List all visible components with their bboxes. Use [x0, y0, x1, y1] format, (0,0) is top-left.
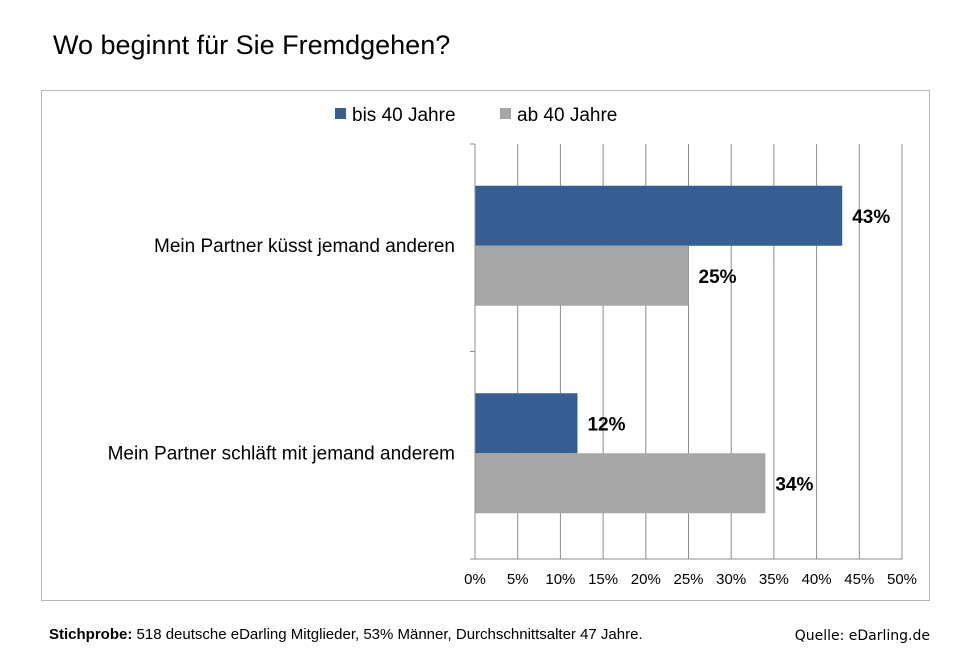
- x-tick-label: 25%: [673, 571, 703, 588]
- chart-frame: bis 40 Jahre ab 40 Jahre 0% 5% 10% 15% 20% 25%…: [41, 90, 930, 601]
- x-tick-label: 10%: [545, 571, 575, 588]
- data-label: 34%: [775, 474, 813, 495]
- x-tick-label: 15%: [588, 571, 618, 588]
- sample-note-text: 518 deutsche eDarling Mitglieder, 53% Mä…: [136, 626, 643, 643]
- source-credit: Quelle: eDarling.de: [794, 628, 930, 644]
- x-tick-label: 40%: [802, 571, 832, 588]
- x-tick-label: 5%: [507, 571, 529, 588]
- legend-label-2: ab 40 Jahre: [517, 105, 617, 126]
- bar-chart: bis 40 Jahre ab 40 Jahre 0% 5% 10% 15% 20% 25%…: [108, 105, 917, 588]
- legend-swatch-2: [500, 108, 511, 119]
- x-tick-label: 20%: [631, 571, 661, 588]
- chart-labels: 43% 25% Mein Partner küsst jemand anderen 1…: [108, 207, 891, 496]
- legend-label-1: bis 40 Jahre: [352, 105, 456, 126]
- x-tick-label: 0%: [464, 571, 486, 588]
- category-label: Mein Partner küsst jemand anderen: [154, 236, 455, 257]
- chart-axis: 0% 5% 10% 15% 20% 25% 30% 35% 40% 45% 50%: [464, 143, 917, 588]
- legend-swatch-1: [335, 108, 346, 119]
- bar-1-2: [475, 245, 689, 306]
- bar-2-2: [475, 453, 766, 514]
- x-tick-label: 45%: [844, 571, 874, 588]
- data-label: 43%: [852, 207, 890, 228]
- page-title: Wo beginnt für Sie Fremdgehen?: [53, 30, 451, 60]
- data-label: 12%: [587, 414, 625, 435]
- chart-legend: bis 40 Jahre ab 40 Jahre: [335, 105, 617, 126]
- x-tick-label: 30%: [716, 571, 746, 588]
- category-label: Mein Partner schläft mit jemand anderem: [108, 443, 455, 464]
- data-label: 25%: [699, 267, 737, 288]
- bar-2-1: [475, 393, 578, 454]
- bar-1-1: [475, 185, 843, 246]
- x-tick-label: 35%: [759, 571, 789, 588]
- sample-note-lead: Stichprobe:: [49, 626, 133, 643]
- chart-bars: [475, 185, 843, 514]
- sample-note: Stichprobe: 518 deutsche eDarling Mitgli…: [49, 626, 643, 643]
- x-tick-label: 50%: [887, 571, 917, 588]
